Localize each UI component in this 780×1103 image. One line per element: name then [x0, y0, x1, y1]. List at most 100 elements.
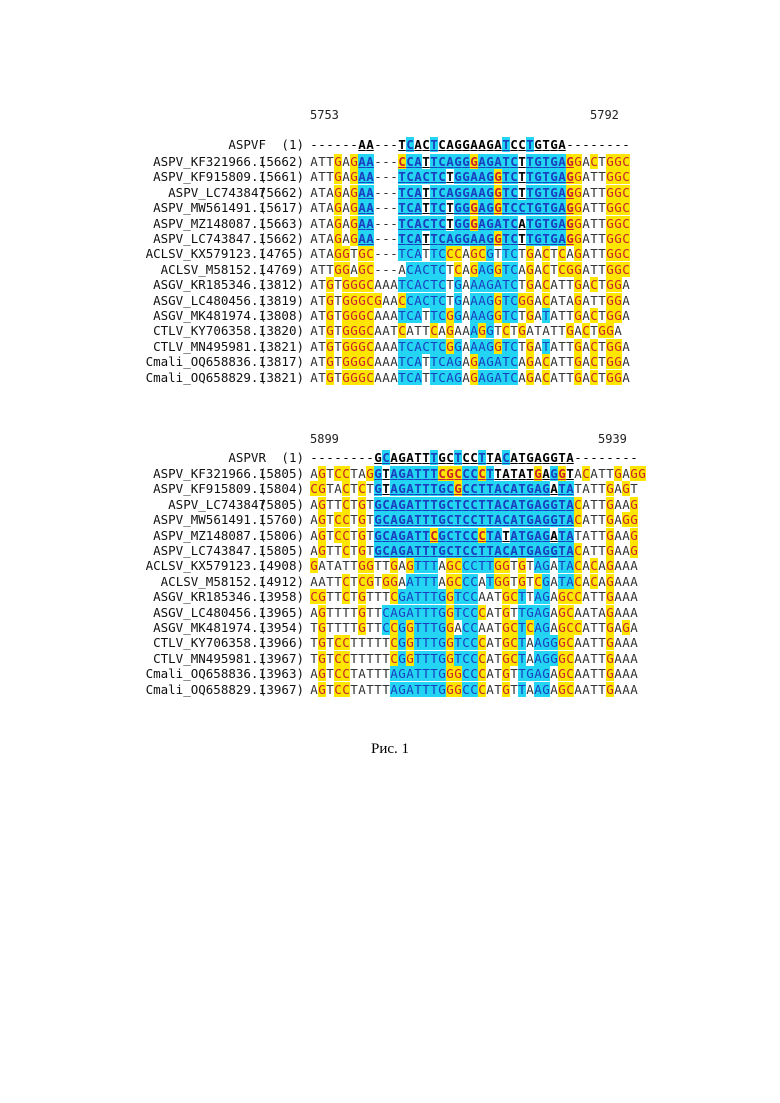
sequence-residues: TGTCCTTTTTCGGTTTGGTCCCATGCTAAGGGCAATTGAA…	[310, 635, 638, 650]
sequence-position: (3819)	[240, 293, 304, 308]
sequence-row: CTLV_KY706358.1(3966)TGTCCTTTTTCGGTTTGGT…	[0, 635, 780, 650]
sequence-row: ASGV_KR185346.1(3958)CGTTCTGTTTCGATTTGGT…	[0, 589, 780, 604]
sequence-row: ACLSV_M58152.1(4912)AATTCTCGTGGAATTTAGCC…	[0, 574, 780, 589]
sequence-position: (5661)	[240, 169, 304, 184]
sequence-position: (3967)	[240, 651, 304, 666]
sequence-position: (3817)	[240, 354, 304, 369]
sequence-residues: ATAGAGAA---TCACTCTGGGAGATCATGTGAGGATTGGC	[310, 216, 630, 231]
sequence-position: (4769)	[240, 262, 304, 277]
sequence-row: Cmali_OQ658836.1(3817)ATGTGGGCAAATCATTCA…	[0, 354, 780, 369]
sequence-position: (3958)	[240, 589, 304, 604]
sequence-position: (5806)	[240, 528, 304, 543]
sequence-residues: GATATTGGTTGAGTTTAGCCCTTGGTGTAGATACACAGAA…	[310, 558, 638, 573]
sequence-residues: AGTTCTGTGCAGATTTGCTCCTTACATGAGGTACATTGAA…	[310, 543, 638, 558]
sequence-row: ASGV_MK481974.1(3954)TGTTTTGTTCCGGTTTGGA…	[0, 620, 780, 635]
sequence-residues: ATGTGGGCGAACCACTCTGAAAGGTCGGACATAGATTGGA	[310, 293, 630, 308]
sequence-residues: ATTGAGAA---TCACTCTGGAAGGTCTTGTGAGGATTGGC	[310, 169, 630, 184]
sequence-position: (3954)	[240, 620, 304, 635]
sequence-position: (5662)	[240, 154, 304, 169]
sequence-row: ASPV_MZ148087.1(5806)AGTCCTGTGCAGATTCGCT…	[0, 528, 780, 543]
sequence-position: (4765)	[240, 246, 304, 261]
sequence-row: ASPV_KF321966.1(5805)AGTCCTAGGTAGATTTCGC…	[0, 466, 780, 481]
sequence-residues: --------GCAGATTTGCTCCTTACATGAGGTA-------…	[310, 450, 638, 465]
sequence-residues: AGTCCTATTTAGATTTGGGCCCATGTTAAGAGCAATTGAA…	[310, 682, 638, 697]
sequence-residues: ------AA---TCACTCAGGAAGATCCTGTGA--------	[310, 137, 630, 152]
sequence-row: Cmali_OQ658836.1(3963)AGTCCTATTTAGATTTGG…	[0, 666, 780, 681]
sequence-position: (5617)	[240, 200, 304, 215]
sequence-row: ASPV_LC743847.1(5662)ATAGAGAA---TCATTCAG…	[0, 231, 780, 246]
sequence-row: Cmali_OQ658829.1(3821)ATGTGGGCAAATCATTCA…	[0, 370, 780, 385]
sequence-position: (5662)	[240, 185, 304, 200]
sequence-residues: ATGTGGGCAAATCATTCGGAAAGGTCTGATATTGACTGGA	[310, 308, 630, 323]
sequence-residues: AGTTCTGTGCAGATTTGCTCCTTACATGAGGTACATTGAA…	[310, 497, 638, 512]
sequence-position: (1)	[240, 450, 304, 465]
consensus-row: ASPVR(1)--------GCAGATTTGCTCCTTACATGAGGT…	[0, 450, 780, 465]
sequence-row: ASPV_MZ148087.1(5663)ATAGAGAA---TCACTCTG…	[0, 216, 780, 231]
sequence-position: (5805)	[240, 543, 304, 558]
sequence-residues: AGTCCTGTGCAGATTCGCTCCCTATATGAGATATATTGAA…	[310, 528, 638, 543]
sequence-row: ASPV_MW561491.1(5760)AGTCCTGTGCAGATTTGCT…	[0, 512, 780, 527]
sequence-row: ASPV_KF321966.1(5662)ATTGAGAA---CCATTCAG…	[0, 154, 780, 169]
sequence-residues: ATGTGGGCAAATCATTCAGAGAGATCAGACATTGACTGGA	[310, 370, 630, 385]
sequence-residues: AGTCCTGTGCAGATTTGCTCCTTACATGAGGTACATTGAG…	[310, 512, 638, 527]
sequence-position: (3966)	[240, 635, 304, 650]
sequence-residues: ATGTGGGCAAATCACTCTGAAAGATCTGACATTGACTGGA	[310, 277, 630, 292]
sequence-residues: CGTTCTGTTTCGATTTGGTCCAATGCTTAGAGCCATTGAA…	[310, 589, 638, 604]
sequence-row: ACLSV_KX579123.1(4908)GATATTGGTTGAGTTTAG…	[0, 558, 780, 573]
sequence-row: CTLV_KY706358.1(3820)ATGTGGGCAATCATTCAGA…	[0, 323, 780, 338]
sequence-position: (1)	[240, 137, 304, 152]
sequence-position: (3808)	[240, 308, 304, 323]
sequence-position: (3812)	[240, 277, 304, 292]
sequence-residues: TGTCCTTTTTCGGTTTGGTCCCATGCTAAGGGCAATTGAA…	[310, 651, 638, 666]
sequence-position: (5662)	[240, 231, 304, 246]
ruler-right: 5939	[598, 432, 627, 446]
ruler-left: 5899	[310, 432, 339, 446]
sequence-residues: CGTACTCTGTAGATTTGCGCCTTACATGAGATATATTGAG…	[310, 481, 638, 496]
sequence-row: ASPV_KF915809.1(5661)ATTGAGAA---TCACTCTG…	[0, 169, 780, 184]
sequence-position: (5805)	[240, 497, 304, 512]
sequence-residues: ATAGAGAA---TCATTCAGGAAGGTCTTGTGAGGATTGGC	[310, 231, 630, 246]
sequence-residues: TGTTTTGTTCCGGTTTGGACCAATGCTCAGAGCCATTGAG…	[310, 620, 638, 635]
sequence-residues: ATAGAGAA---TCATTCTGGGAGGTCCTGTGAGGATTGGC	[310, 200, 630, 215]
sequence-row: CTLV_MN495981.1(3967)TGTCCTTTTTCGGTTTGGT…	[0, 651, 780, 666]
sequence-position: (3820)	[240, 323, 304, 338]
sequence-position: (4908)	[240, 558, 304, 573]
sequence-residues: ATTGGAGC---ACACTCTCAGAGGTCAGACTCGGATTGGC	[310, 262, 630, 277]
sequence-position: (3821)	[240, 370, 304, 385]
sequence-row: ASGV_MK481974.1(3808)ATGTGGGCAAATCATTCGG…	[0, 308, 780, 323]
figure-caption: Рис. 1	[0, 741, 780, 758]
sequence-residues: ATGTGGGCAAATCACTCGGAAAGGTCTGATATTGACTGGA	[310, 339, 630, 354]
sequence-row: ASPV_LC743847.1(5805)AGTTCTGTGCAGATTTGCT…	[0, 543, 780, 558]
sequence-row: ASPV_LC743847(5805)AGTTCTGTGCAGATTTGCTCC…	[0, 497, 780, 512]
sequence-residues: ATGTGGGCAAATCATTCAGAGAGATCAGACATTGACTGGA	[310, 354, 630, 369]
sequence-residues: ATAGAGAA---TCATTCAGGAAGGTCTTGTGAGGATTGGC	[310, 185, 630, 200]
sequence-row: CTLV_MN495981.1(3821)ATGTGGGCAAATCACTCGG…	[0, 339, 780, 354]
sequence-row: ASGV_LC480456.1(3965)AGTTTTGTTCAGATTTGGT…	[0, 605, 780, 620]
sequence-row: ASGV_KR185346.1(3812)ATGTGGGCAAATCACTCTG…	[0, 277, 780, 292]
sequence-position: (5805)	[240, 466, 304, 481]
sequence-residues: ATGTGGGCAATCATTCAGAAAGGTCTGATATTGACTGGA	[310, 323, 622, 338]
sequence-residues: AGTCCTAGGTAGATTTCGCCCCTTATATGAGGTACATTGA…	[310, 466, 646, 481]
sequence-position: (4912)	[240, 574, 304, 589]
sequence-residues: ATTGAGAA---CCATTCAGGGAGATCTTGTGAGGACTGGC	[310, 154, 630, 169]
sequence-position: (3967)	[240, 682, 304, 697]
sequence-position: (3821)	[240, 339, 304, 354]
sequence-row: ACLSV_KX579123.1(4765)ATAGGTGC---TCATTCC…	[0, 246, 780, 261]
ruler-left: 5753	[310, 108, 339, 122]
sequence-row: Cmali_OQ658829.1(3967)AGTCCTATTTAGATTTGG…	[0, 682, 780, 697]
sequence-residues: ATAGGTGC---TCATTCCCAGCGTTCTGACTCAGATTGGC	[310, 246, 630, 261]
sequence-position: (5760)	[240, 512, 304, 527]
sequence-position: (3965)	[240, 605, 304, 620]
sequence-row: ASGV_LC480456.1(3819)ATGTGGGCGAACCACTCTG…	[0, 293, 780, 308]
sequence-row: ASPV_LC743847(5662)ATAGAGAA---TCATTCAGGA…	[0, 185, 780, 200]
sequence-position: (3963)	[240, 666, 304, 681]
sequence-row: ACLSV_M58152.1(4769)ATTGGAGC---ACACTCTCA…	[0, 262, 780, 277]
ruler-right: 5792	[590, 108, 619, 122]
sequence-row: ASPV_KF915809.1(5804)CGTACTCTGTAGATTTGCG…	[0, 481, 780, 496]
sequence-residues: AATTCTCGTGGAATTTAGCCCATGGTGTCGATACACAGAA…	[310, 574, 638, 589]
sequence-position: (5804)	[240, 481, 304, 496]
sequence-residues: AGTTTTGTTCAGATTTGGTCCCATGTTGAGAGCAATAGAA…	[310, 605, 638, 620]
sequence-row: ASPV_MW561491.1(5617)ATAGAGAA---TCATTCTG…	[0, 200, 780, 215]
sequence-position: (5663)	[240, 216, 304, 231]
sequence-residues: AGTCCTATTTAGATTTGGGCCCATGTTGAGAGCAATTGAA…	[310, 666, 638, 681]
